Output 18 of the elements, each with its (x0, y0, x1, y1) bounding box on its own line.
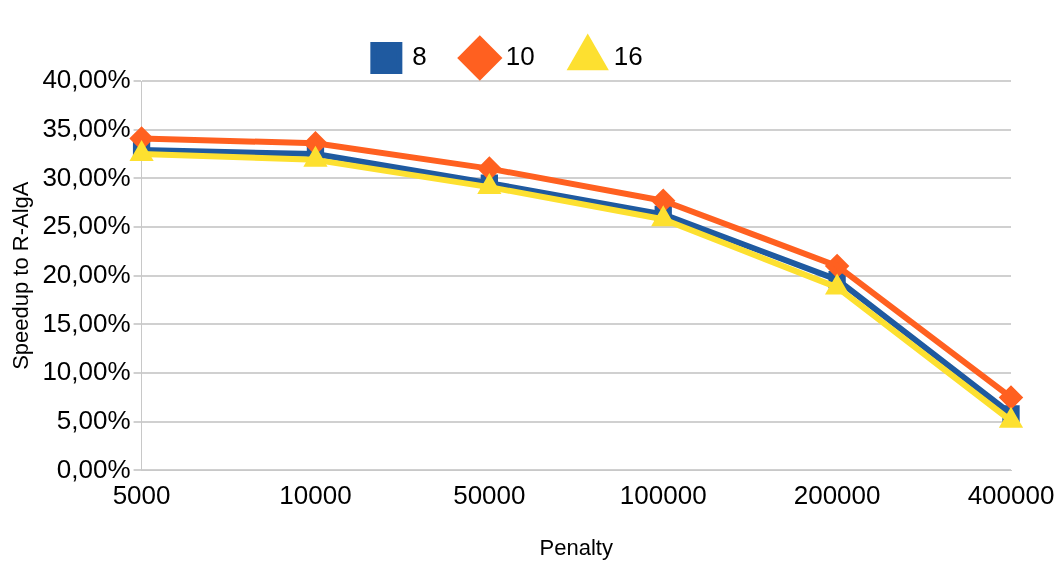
y-tick-label: 5,00% (56, 404, 131, 435)
y-tick-label: 35,00% (42, 112, 131, 143)
y-tick-label: 30,00% (42, 161, 131, 192)
x-tick-label: 100000 (619, 480, 707, 511)
y-tick-label: 20,00% (42, 258, 131, 289)
y-tick-label: 25,00% (42, 210, 131, 241)
x-tick-label: 10000 (279, 480, 352, 511)
y-axis-title: Speedup to R-AlgA (8, 181, 34, 370)
x-tick-label: 400000 (967, 480, 1055, 511)
legend-label: 8 (412, 41, 427, 72)
x-tick-label: 50000 (453, 480, 526, 511)
x-axis-title: Penalty (539, 534, 613, 560)
y-tick-label: 10,00% (42, 356, 131, 387)
legend-label: 10 (505, 41, 535, 72)
y-tick-label: 40,00% (42, 64, 131, 95)
x-tick-label: 200000 (793, 480, 881, 511)
y-tick-label: 15,00% (42, 307, 131, 338)
legend-label: 16 (613, 41, 643, 72)
